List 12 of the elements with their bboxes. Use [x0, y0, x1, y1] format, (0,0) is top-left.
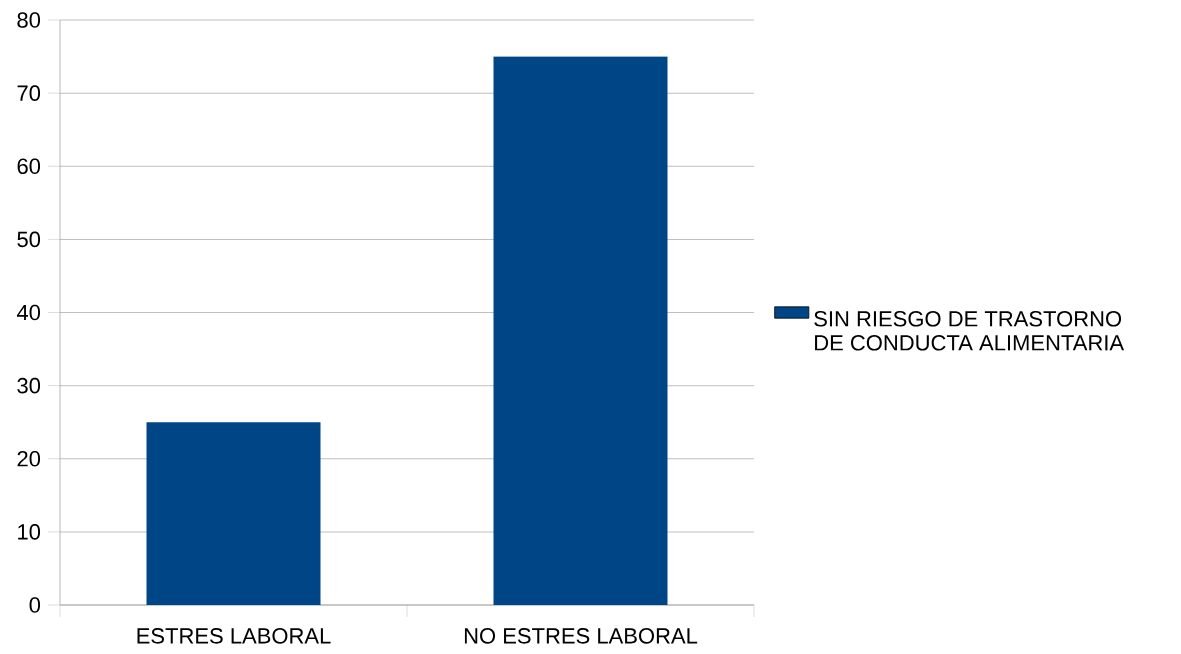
- y-tick-label: 80: [17, 12, 41, 28]
- x-tick-label: ESTRES LABORAL: [137, 628, 331, 644]
- y-tick-label: 10: [18, 524, 41, 540]
- y-tick-label: 40: [16, 304, 41, 321]
- y-tick-label: 0: [29, 597, 41, 613]
- x-tick-label: NO ESTRES LABORAL: [464, 628, 698, 644]
- y-tick-label: 70: [17, 85, 41, 101]
- y-tick-label: 50: [17, 231, 41, 248]
- y-tick-label: 30: [17, 377, 41, 394]
- y-tick-label: 20: [17, 450, 41, 467]
- y-tick-label: 60: [17, 158, 41, 175]
- legend-label: SIN RIESGO DE TRASTORNO DE CONDUCTA ALIMENTARIA: [814, 311, 1125, 351]
